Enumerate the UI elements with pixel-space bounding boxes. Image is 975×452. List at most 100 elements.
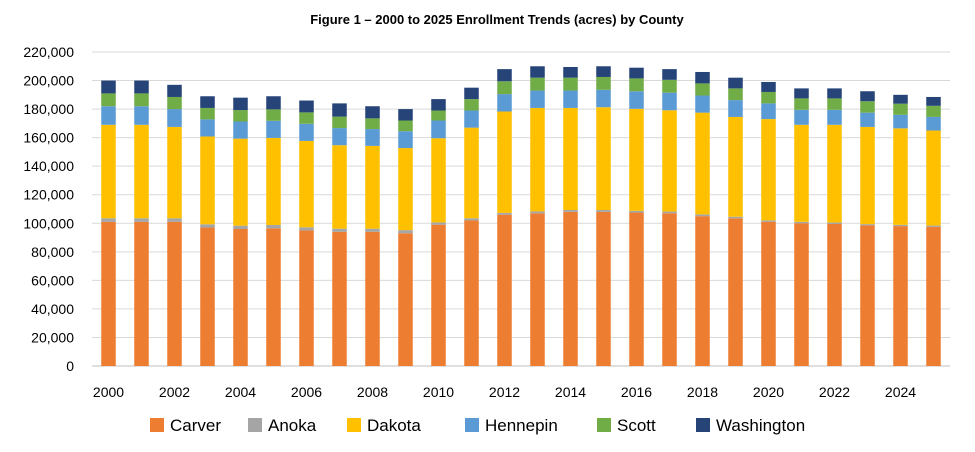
bar-segment	[794, 124, 809, 222]
bar-segment	[596, 66, 611, 77]
bar-segment	[662, 110, 677, 212]
bar-segment	[827, 124, 842, 223]
bar-segment	[299, 140, 314, 228]
bar-segment	[464, 220, 479, 366]
bar-segment	[365, 145, 380, 229]
bar-segment	[563, 90, 578, 108]
bar-segment	[794, 221, 809, 224]
bar-segment	[629, 78, 644, 92]
bar-segment	[695, 83, 710, 96]
bar-segment	[860, 224, 875, 226]
bar-stack	[299, 100, 314, 366]
bar-segment	[497, 214, 512, 366]
bar-segment	[761, 220, 776, 222]
bar-segment	[332, 228, 347, 232]
bar-segment	[134, 218, 149, 222]
bar-segment	[629, 91, 644, 109]
legend-item: Carver	[150, 416, 221, 435]
bar-segment	[926, 116, 941, 131]
bar-segment	[563, 211, 578, 366]
y-tick-label: 120,000	[23, 187, 74, 203]
bar-segment	[365, 228, 380, 232]
bar-stack	[134, 80, 149, 366]
legend: Carver Anoka Dakota Hennepin Scott Washington	[150, 416, 805, 435]
x-tick-label: 2002	[159, 384, 190, 400]
bar-segment	[167, 221, 182, 366]
bar-segment	[695, 95, 710, 113]
bar-segment	[761, 103, 776, 120]
bar-segment	[365, 129, 380, 146]
bar-segment	[398, 233, 413, 366]
bar-segment	[497, 94, 512, 112]
bar-segment	[101, 80, 116, 94]
y-tick-label: 220,000	[23, 44, 74, 60]
bar-segment	[497, 81, 512, 95]
bar-segment	[596, 211, 611, 366]
bar-segment	[266, 96, 281, 110]
bar-segment	[134, 80, 149, 94]
bar-segment	[596, 89, 611, 108]
bar-segment	[266, 224, 281, 229]
bar-segment	[695, 112, 710, 215]
bar-segment	[695, 214, 710, 217]
bar-stack	[563, 66, 578, 366]
bar-segment	[431, 99, 446, 111]
legend-label: Dakota	[367, 416, 421, 435]
bar-segment	[497, 111, 512, 213]
bar-segment	[299, 230, 314, 366]
bar-segment	[794, 98, 809, 110]
legend-item: Washington	[696, 416, 805, 435]
bar-segment	[827, 222, 842, 224]
bar-segment	[167, 126, 182, 219]
bar-segment	[926, 225, 941, 227]
bar-segment	[266, 228, 281, 366]
bar-segment	[530, 213, 545, 366]
bar-segment	[101, 93, 116, 107]
bar-segment	[431, 224, 446, 366]
legend-item: Anoka	[248, 416, 317, 435]
bar-segment	[167, 96, 182, 110]
bar-stack	[662, 69, 677, 366]
bar-stack	[365, 106, 380, 366]
bar-segment	[662, 69, 677, 80]
bar-stack	[431, 99, 446, 366]
bar-segment	[728, 218, 743, 366]
bar-stack	[728, 77, 743, 366]
bar-segment	[497, 212, 512, 215]
bar-segment	[926, 96, 941, 106]
bar-segment	[827, 109, 842, 125]
bar-stack	[266, 96, 281, 366]
x-tick-label: 2022	[819, 384, 850, 400]
bar-segment	[134, 124, 149, 219]
bar-segment	[893, 103, 908, 115]
bar-segment	[596, 107, 611, 210]
bar-segment	[860, 225, 875, 366]
legend-swatch	[248, 418, 262, 432]
y-tick-label: 100,000	[23, 215, 74, 231]
y-tick-label: 0	[66, 358, 74, 374]
bar-segment	[530, 107, 545, 212]
bar-segment	[431, 138, 446, 223]
y-tick-label: 180,000	[23, 101, 74, 117]
bar-stack	[629, 67, 644, 366]
bar-segment	[233, 97, 248, 111]
bar-segment	[134, 106, 149, 125]
bar-segment	[563, 210, 578, 212]
y-tick-label: 140,000	[23, 158, 74, 174]
bar-segment	[695, 71, 710, 84]
bar-segment	[233, 110, 248, 122]
bar-segment	[464, 127, 479, 219]
bar-segment	[464, 87, 479, 100]
bar-segment	[464, 110, 479, 128]
bar-segment	[893, 226, 908, 366]
legend-swatch	[347, 418, 361, 432]
bar-segment	[563, 66, 578, 78]
bar-segment	[101, 218, 116, 222]
chart-title: Figure 1 – 2000 to 2025 Enrollment Trend…	[310, 12, 684, 27]
bar-segment	[233, 228, 248, 366]
y-tick-label: 20,000	[31, 329, 74, 345]
legend-swatch	[597, 418, 611, 432]
legend-label: Scott	[617, 416, 656, 435]
bar-segment	[761, 81, 776, 92]
